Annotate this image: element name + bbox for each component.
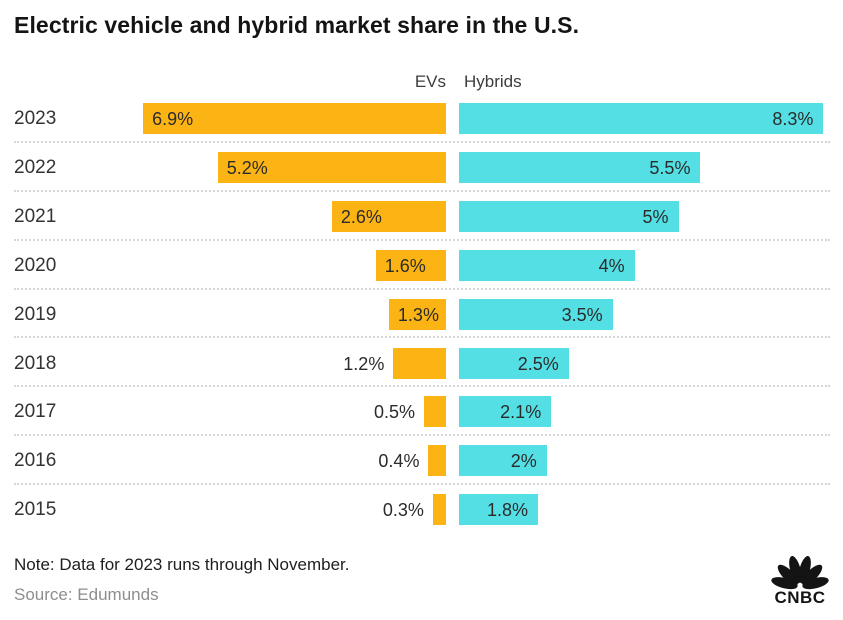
hybrid-value-label: 2.5% [517,353,559,374]
chart-row: 2023 6.9% 8.3% [14,94,830,143]
year-label: 2018 [14,352,57,374]
year-label: 2017 [14,401,57,423]
bar-chart: 2023 6.9% 8.3% 2022 5.2% 5.5% 2021 2.6% 5% 2020 1.… [14,94,830,535]
ev-value-label: 2.6% [340,206,382,227]
chart-row: 2021 2.6% 5% [14,192,830,241]
ev-bar [428,445,446,477]
ev-bar [393,347,446,379]
hybrid-value-label: 3.5% [561,304,603,325]
ev-bar [143,103,446,134]
hybrid-value-label: 4% [598,255,625,276]
hybrid-bar [459,200,679,232]
chart-row: 2019 1.3% 3.5% [14,290,830,339]
chart-row: 2022 5.2% 5.5% [14,143,830,192]
ev-bar [424,396,446,428]
ev-bar [432,494,446,526]
ev-value-label: 0.5% [374,402,416,423]
hybrid-bar [459,249,635,281]
ev-value-label: 1.3% [397,304,439,325]
hybrid-bar [459,298,613,330]
year-label: 2019 [14,303,57,325]
hybrid-value-label: 1.8% [487,500,529,521]
ev-value-label: 1.6% [384,255,426,276]
ev-value-label: 0.3% [382,500,424,521]
year-label: 2020 [14,254,57,276]
peacock-icon: CNBC [771,556,829,606]
chart-row: 2017 0.5% 2.1% [14,387,830,437]
chart-row: 2018 1.2% 2.5% [14,339,830,388]
hybrid-value-label: 2% [510,451,537,472]
hybrid-bar [459,151,701,183]
ev-bar [375,249,446,281]
chart-row: 2020 1.6% 4% [14,241,830,290]
cnbc-logo-text: CNBC [774,588,825,606]
chart-row: 2016 0.4% 2% [14,436,830,486]
hybrid-value-label: 5.5% [649,157,691,178]
ev-value-label: 5.2% [226,157,268,178]
year-label: 2022 [14,156,57,178]
ev-column-header: EVs [414,72,446,91]
hybrid-bar [459,494,539,526]
ev-value-label: 6.9% [152,109,194,129]
chart-row: 2015 0.3% 1.8% [14,485,830,534]
hybrid-bar [459,103,824,134]
cnbc-logo: CNBC [769,556,831,606]
hybrid-bar [459,347,569,379]
hybrid-bar [459,445,547,477]
hybrid-bar [459,396,552,428]
year-label: 2015 [14,499,57,521]
chart-source: Source: Edumunds [14,585,159,604]
hybrid-column-header: Hybrids [464,72,522,91]
chart-title: Electric vehicle and hybrid market share… [14,12,580,38]
hybrid-value-label: 2.1% [500,402,542,423]
ev-bar [217,151,446,183]
year-label: 2016 [14,450,57,472]
ev-value-label: 0.4% [378,451,420,472]
year-label: 2021 [14,205,57,227]
year-label: 2023 [14,108,57,129]
hybrid-value-label: 8.3% [772,109,814,129]
ev-bar [331,200,446,232]
chart-note: Note: Data for 2023 runs through Novembe… [14,555,350,574]
hybrid-value-label: 5% [642,206,669,227]
ev-bar [388,298,446,330]
ev-value-label: 1.2% [343,353,385,374]
